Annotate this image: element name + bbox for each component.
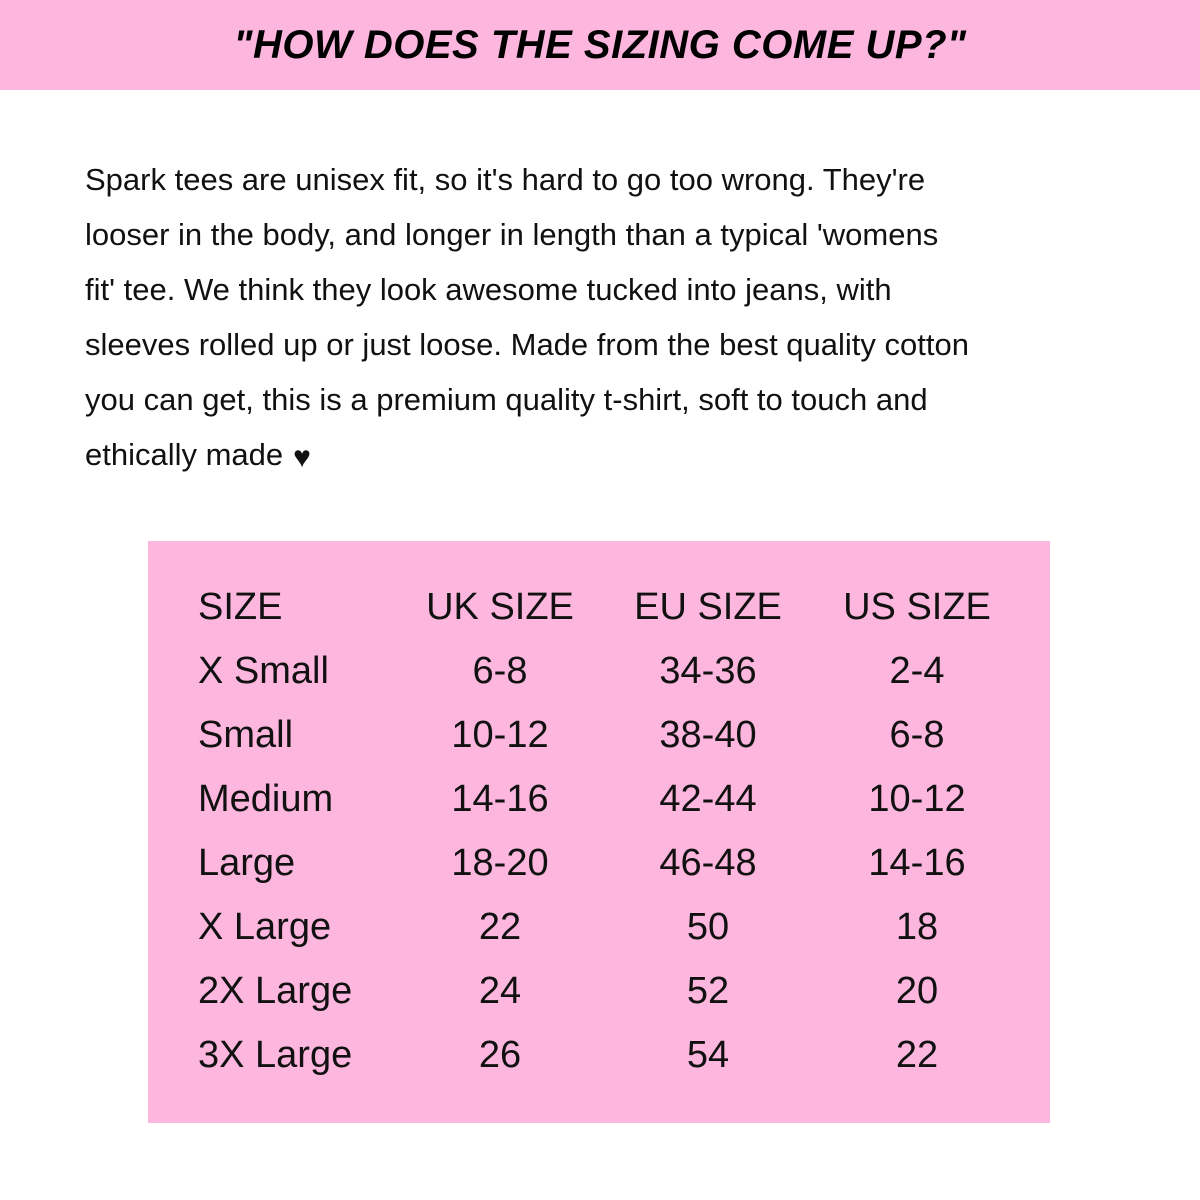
table-cell: 24: [478, 970, 522, 1012]
table-cell: 2-4: [889, 650, 945, 692]
table-cell: 54: [686, 1034, 730, 1076]
table-cell: Large: [198, 842, 296, 884]
table-cell: 18: [895, 906, 939, 948]
table-cell: 22: [478, 906, 522, 948]
table-cell: Medium: [198, 778, 334, 820]
column-header: US SIZE: [843, 586, 991, 628]
description-line: ethically made: [85, 437, 284, 472]
description-line: you can get, this is a premium quality t…: [85, 382, 928, 417]
table-cell: X Large: [198, 906, 332, 948]
table-cell: 14-16: [868, 842, 966, 884]
table-row: 2X Large 24 52 20: [148, 959, 1050, 1023]
table-cell: 34-36: [659, 650, 757, 692]
description-line: sleeves rolled up or just loose. Made fr…: [85, 327, 969, 362]
size-table: SIZE UK SIZE EU SIZE US SIZE X Small 6-8 34-36…: [148, 541, 1050, 1123]
table-row: Small 10-12 38-40 6-8: [148, 703, 1050, 767]
table-row: Medium 14-16 42-44 10-12: [148, 767, 1050, 831]
description-line: fit' tee. We think they look awesome tuc…: [85, 272, 892, 307]
table-row: Large 18-20 46-48 14-16: [148, 831, 1050, 895]
table-header-row: SIZE UK SIZE EU SIZE US SIZE: [148, 575, 1050, 639]
page-title: "HOW DOES THE SIZING COME UP?": [233, 22, 967, 67]
table-cell: 46-48: [659, 842, 757, 884]
column-header: UK SIZE: [426, 586, 574, 628]
description-line: Spark tees are unisex fit, so it's hard …: [85, 162, 926, 197]
table-cell: 14-16: [451, 778, 549, 820]
table-cell: 50: [686, 906, 730, 948]
description: Spark tees are unisex fit, so it's hard …: [85, 152, 1145, 485]
table-row: 3X Large 26 54 22: [148, 1023, 1050, 1087]
table-cell: 38-40: [659, 714, 757, 756]
heart-icon: ♥: [293, 441, 311, 474]
table-cell: 10-12: [868, 778, 966, 820]
table-cell: 6-8: [889, 714, 945, 756]
description-line-last: ethically made ♥: [85, 427, 1145, 485]
table-row: X Large 22 50 18: [148, 895, 1050, 959]
title-banner: "HOW DOES THE SIZING COME UP?": [0, 0, 1200, 90]
table-cell: 26: [478, 1034, 522, 1076]
column-header: EU SIZE: [634, 586, 782, 628]
table-cell: Small: [198, 714, 294, 756]
table-cell: 10-12: [451, 714, 549, 756]
description-line: looser in the body, and longer in length…: [85, 217, 939, 252]
table-cell: 3X Large: [198, 1034, 353, 1076]
table-cell: 42-44: [659, 778, 757, 820]
table-cell: 18-20: [451, 842, 549, 884]
table-cell: 20: [895, 970, 939, 1012]
table-cell: 52: [686, 970, 730, 1012]
table-cell: 2X Large: [198, 970, 353, 1012]
table-cell: X Small: [198, 650, 329, 692]
column-header: SIZE: [198, 586, 283, 628]
table-cell: 6-8: [472, 650, 528, 692]
table-row: X Small 6-8 34-36 2-4: [148, 639, 1050, 703]
table-cell: 22: [895, 1034, 939, 1076]
